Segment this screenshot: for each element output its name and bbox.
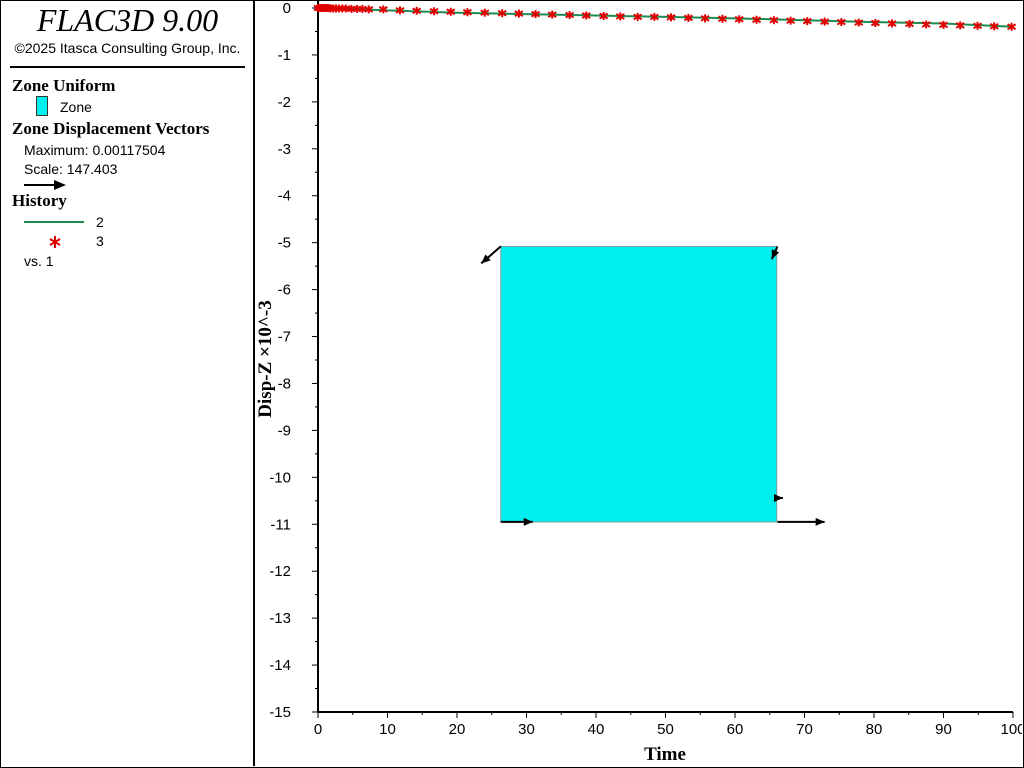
- copyright-text: ©2025 Itasca Consulting Group, Inc.: [14, 40, 241, 56]
- history-3-point: [1007, 22, 1017, 31]
- vector-maximum: Maximum: 0.00117504: [24, 142, 166, 158]
- history-3-point: [599, 11, 609, 20]
- y-tick-label: -14: [269, 657, 291, 674]
- vector-scale: Scale: 147.403: [24, 161, 118, 177]
- history-3-point: [581, 11, 591, 20]
- x-tick-label: 100: [1000, 721, 1022, 738]
- history-3-point: [364, 5, 374, 14]
- history-3-point: [870, 19, 880, 28]
- x-tick-label: 70: [796, 721, 813, 738]
- history-3-point: [547, 10, 557, 19]
- y-tick-label: -5: [278, 235, 291, 252]
- x-tick-label: 50: [657, 721, 674, 738]
- history-3-point: [649, 12, 659, 21]
- y-tick-label: -11: [270, 516, 291, 533]
- history-chart: 0 -1 -2 -3 -4 -5 -6 -7 -8 -9 -10 -11 -12 -13 -14 -15 0 10…: [256, 0, 1022, 765]
- zone-label: Zone: [60, 99, 92, 115]
- history-3-point: [717, 14, 728, 23]
- y-tick-label: -8: [278, 375, 291, 392]
- history-3-point: [633, 12, 643, 21]
- history-3-point: [531, 10, 541, 19]
- history-3-point: [480, 8, 490, 17]
- history-3-point: [497, 9, 507, 18]
- y-axis-label: Disp-Z ×10^-3: [256, 300, 276, 417]
- history-3-point: [836, 18, 846, 27]
- history-3-point: [700, 14, 710, 23]
- y-tick-label: -13: [269, 610, 291, 627]
- x-tick-label: 40: [588, 721, 605, 738]
- history-3-point: [921, 20, 931, 29]
- history-heading: History: [12, 191, 67, 210]
- app-title: FLAC3D 9.00: [36, 2, 219, 38]
- history-3-point: [565, 11, 575, 20]
- y-tick-label: -15: [269, 704, 291, 721]
- y-tick-label: 0: [283, 0, 291, 17]
- history-asterisk-icon: [49, 236, 61, 248]
- history-3-point: [752, 15, 762, 24]
- y-tick-label: -7: [278, 329, 291, 346]
- history-3-point: [734, 15, 744, 24]
- history-3-point: [666, 13, 676, 22]
- arrow-right-icon: [24, 180, 66, 190]
- displacement-vectors-heading: Zone Displacement Vectors: [12, 119, 210, 138]
- vector-arrowhead: [771, 249, 780, 260]
- history-3-point: [462, 8, 472, 17]
- vector-arrowhead: [773, 493, 783, 502]
- x-axis-label: Time: [644, 744, 686, 765]
- history-3-point: [683, 13, 693, 22]
- vector-arrowhead: [481, 254, 491, 264]
- history-vs-label: vs. 1: [24, 253, 54, 269]
- title-divider: [10, 66, 245, 68]
- y-tick-label: -3: [278, 141, 291, 158]
- history-label-2: 2: [96, 214, 104, 230]
- x-tick-label: 10: [379, 721, 396, 738]
- y-tick-label: -12: [269, 563, 291, 580]
- history-3-point: [615, 12, 625, 21]
- y-tick-label: -10: [269, 469, 291, 486]
- history-3-point: [854, 18, 864, 27]
- plot-area: 0 -1 -2 -3 -4 -5 -6 -7 -8 -9 -10 -11 -12 -13 -14 -15 0 10…: [256, 0, 1022, 766]
- history-3-point: [973, 21, 983, 30]
- history-3-point: [769, 16, 779, 25]
- x-tick-label: 30: [518, 721, 535, 738]
- vector-arrowhead: [815, 517, 825, 526]
- history-3-point: [802, 17, 812, 26]
- history-3-point: [820, 17, 830, 26]
- y-tick-label: -1: [278, 47, 291, 64]
- x-tick-label: 0: [314, 721, 322, 738]
- history-3-point: [786, 16, 796, 25]
- legend-panel: FLAC3D 9.00 ©2025 Itasca Consulting Grou…: [0, 0, 255, 766]
- history-3-point: [446, 7, 456, 16]
- vector-arrowhead: [523, 517, 533, 526]
- x-tick-label: 80: [866, 721, 883, 738]
- history-3-point: [938, 20, 949, 29]
- y-tick-label: -4: [278, 188, 291, 205]
- history-3-point: [989, 22, 999, 31]
- zone-block: [500, 245, 778, 523]
- history-3-point: [378, 5, 388, 14]
- history-line-icon: [24, 221, 84, 223]
- zone-uniform-heading: Zone Uniform: [12, 76, 116, 95]
- x-tick-label: 60: [727, 721, 744, 738]
- zone-swatch: [36, 96, 48, 116]
- history-3-point: [887, 19, 897, 28]
- y-tick-label: -2: [278, 94, 291, 111]
- history-3-point: [955, 21, 965, 30]
- y-tick-label: -9: [278, 422, 291, 439]
- history-3-point: [514, 9, 524, 18]
- x-tick-label: 20: [449, 721, 466, 738]
- x-tick-label: 90: [935, 721, 952, 738]
- history-3-point: [412, 6, 422, 15]
- history-label-3: 3: [96, 233, 104, 249]
- history-3-point: [904, 19, 914, 28]
- history-3-point: [429, 7, 439, 16]
- y-tick-label: -6: [278, 282, 291, 299]
- history-3-point: [395, 6, 405, 15]
